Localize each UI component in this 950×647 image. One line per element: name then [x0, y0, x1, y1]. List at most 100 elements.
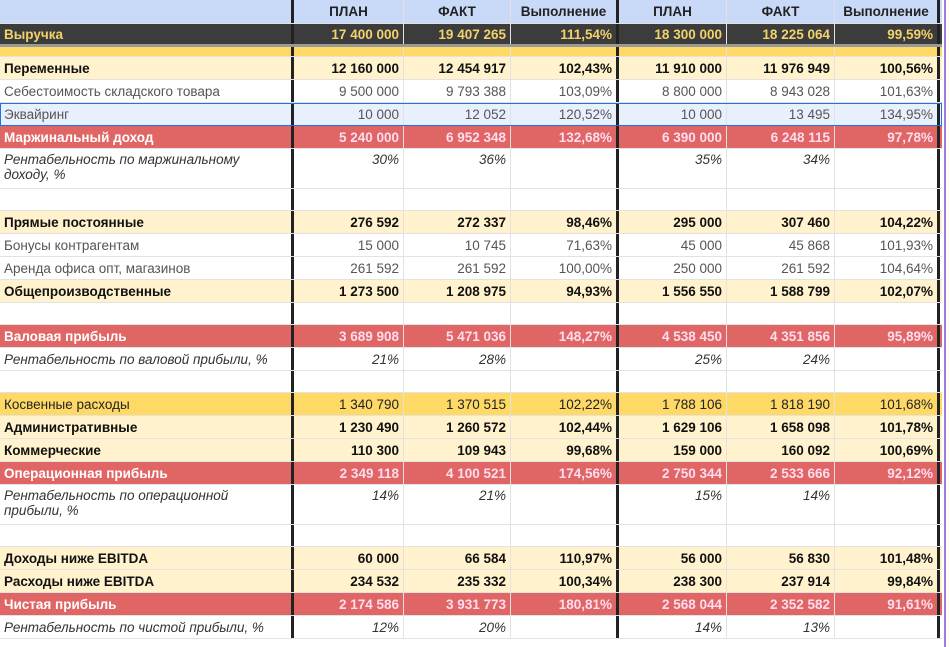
cell[interactable]: 104,64%	[835, 257, 940, 279]
cell[interactable]: 1 658 098	[727, 416, 835, 438]
cell[interactable]	[619, 371, 727, 392]
cell[interactable]: 19 407 265	[404, 24, 511, 44]
cell[interactable]: 238 300	[619, 570, 727, 592]
cell[interactable]: 20%	[404, 616, 511, 638]
cell[interactable]: 14%	[619, 616, 727, 638]
cell[interactable]: 8 800 000	[619, 80, 727, 102]
cell[interactable]	[727, 303, 835, 324]
cell[interactable]: 159 000	[619, 439, 727, 461]
cell[interactable]: 12 160 000	[294, 57, 404, 79]
cell[interactable]	[511, 616, 619, 638]
row-label[interactable]: Маржинальный доход	[0, 126, 294, 148]
row-label[interactable]: Рентабельность по валовой прибыли, %	[0, 348, 294, 370]
header-label-cell[interactable]	[0, 0, 294, 23]
cell[interactable]: 11 910 000	[619, 57, 727, 79]
cell[interactable]	[294, 525, 404, 546]
cell[interactable]: 9 500 000	[294, 80, 404, 102]
cell[interactable]: 6 248 115	[727, 126, 835, 148]
row-label[interactable]: Доходы ниже EBITDA	[0, 547, 294, 569]
cell[interactable]: 4 538 450	[619, 325, 727, 347]
cell[interactable]: 2 174 586	[294, 593, 404, 615]
cell[interactable]: 101,48%	[835, 547, 940, 569]
cell[interactable]	[294, 189, 404, 210]
cell[interactable]: 99,84%	[835, 570, 940, 592]
cell[interactable]	[511, 303, 619, 324]
cell[interactable]: 45 868	[727, 234, 835, 256]
cell[interactable]: 56 830	[727, 547, 835, 569]
cell[interactable]	[619, 189, 727, 210]
cell[interactable]: 104,22%	[835, 211, 940, 233]
row-label[interactable]: Эквайринг	[0, 103, 294, 125]
row-label[interactable]: Коммерческие	[0, 439, 294, 461]
cell[interactable]: 250 000	[619, 257, 727, 279]
cell[interactable]	[835, 525, 940, 546]
cell[interactable]: 11 976 949	[727, 57, 835, 79]
cell[interactable]: 1 818 190	[727, 393, 835, 415]
cell[interactable]	[835, 348, 940, 370]
cell[interactable]	[619, 303, 727, 324]
cell[interactable]: 237 914	[727, 570, 835, 592]
cell[interactable]: 24%	[727, 348, 835, 370]
cell[interactable]: 60 000	[294, 547, 404, 569]
cell[interactable]: 28%	[404, 348, 511, 370]
cell[interactable]: 8 943 028	[727, 80, 835, 102]
cell[interactable]: 174,56%	[511, 462, 619, 484]
header-plan-1[interactable]: ПЛАН	[294, 0, 404, 23]
cell[interactable]	[511, 189, 619, 210]
header-plan-2[interactable]: ПЛАН	[619, 0, 727, 23]
cell[interactable]: 103,09%	[511, 80, 619, 102]
cell[interactable]	[404, 525, 511, 546]
cell[interactable]: 109 943	[404, 439, 511, 461]
cell[interactable]: 17 400 000	[294, 24, 404, 44]
cell[interactable]: 30%	[294, 149, 404, 188]
cell[interactable]	[511, 485, 619, 524]
row-label[interactable]: Бонусы контрагентам	[0, 234, 294, 256]
cell[interactable]: 25%	[619, 348, 727, 370]
cell[interactable]: 1 370 515	[404, 393, 511, 415]
cell[interactable]: 91,61%	[835, 593, 940, 615]
cell[interactable]: 100,34%	[511, 570, 619, 592]
cell[interactable]	[294, 303, 404, 324]
row-label[interactable]: Административные	[0, 416, 294, 438]
cell[interactable]: 97,78%	[835, 126, 940, 148]
cell[interactable]: 3 931 773	[404, 593, 511, 615]
cell[interactable]: 98,46%	[511, 211, 619, 233]
cell[interactable]: 56 000	[619, 547, 727, 569]
cell[interactable]	[727, 525, 835, 546]
cell[interactable]: 2 352 582	[727, 593, 835, 615]
cell[interactable]: 10 745	[404, 234, 511, 256]
cell[interactable]: 1 588 799	[727, 280, 835, 302]
cell[interactable]: 36%	[404, 149, 511, 188]
cell[interactable]: 94,93%	[511, 280, 619, 302]
cell[interactable]: 4 100 521	[404, 462, 511, 484]
row-label[interactable]: Расходы ниже EBITDA	[0, 570, 294, 592]
cell[interactable]: 10 000	[619, 103, 727, 125]
cell[interactable]: 15 000	[294, 234, 404, 256]
cell[interactable]: 102,07%	[835, 280, 940, 302]
header-completion-2[interactable]: Выполнение	[835, 0, 940, 23]
cell[interactable]: 12 454 917	[404, 57, 511, 79]
cell[interactable]: 95,89%	[835, 325, 940, 347]
cell[interactable]	[511, 149, 619, 188]
cell[interactable]	[727, 371, 835, 392]
cell[interactable]	[404, 189, 511, 210]
cell[interactable]: 2 349 118	[294, 462, 404, 484]
cell[interactable]: 6 390 000	[619, 126, 727, 148]
cell[interactable]: 14%	[294, 485, 404, 524]
cell[interactable]: 102,44%	[511, 416, 619, 438]
cell[interactable]: 1 340 790	[294, 393, 404, 415]
cell[interactable]: 261 592	[727, 257, 835, 279]
row-label[interactable]: Рентабельность по чистой прибыли, %	[0, 616, 294, 638]
header-fact-2[interactable]: ФАКТ	[727, 0, 835, 23]
row-label[interactable]: Чистая прибыль	[0, 593, 294, 615]
cell[interactable]: 1 788 106	[619, 393, 727, 415]
cell[interactable]: 18 300 000	[619, 24, 727, 44]
cell[interactable]: 160 092	[727, 439, 835, 461]
row-label[interactable]	[0, 303, 294, 324]
cell[interactable]: 101,93%	[835, 234, 940, 256]
cell[interactable]: 5 240 000	[294, 126, 404, 148]
cell[interactable]: 261 592	[404, 257, 511, 279]
cell[interactable]: 2 533 666	[727, 462, 835, 484]
cell[interactable]: 9 793 388	[404, 80, 511, 102]
cell[interactable]: 111,54%	[511, 24, 619, 44]
